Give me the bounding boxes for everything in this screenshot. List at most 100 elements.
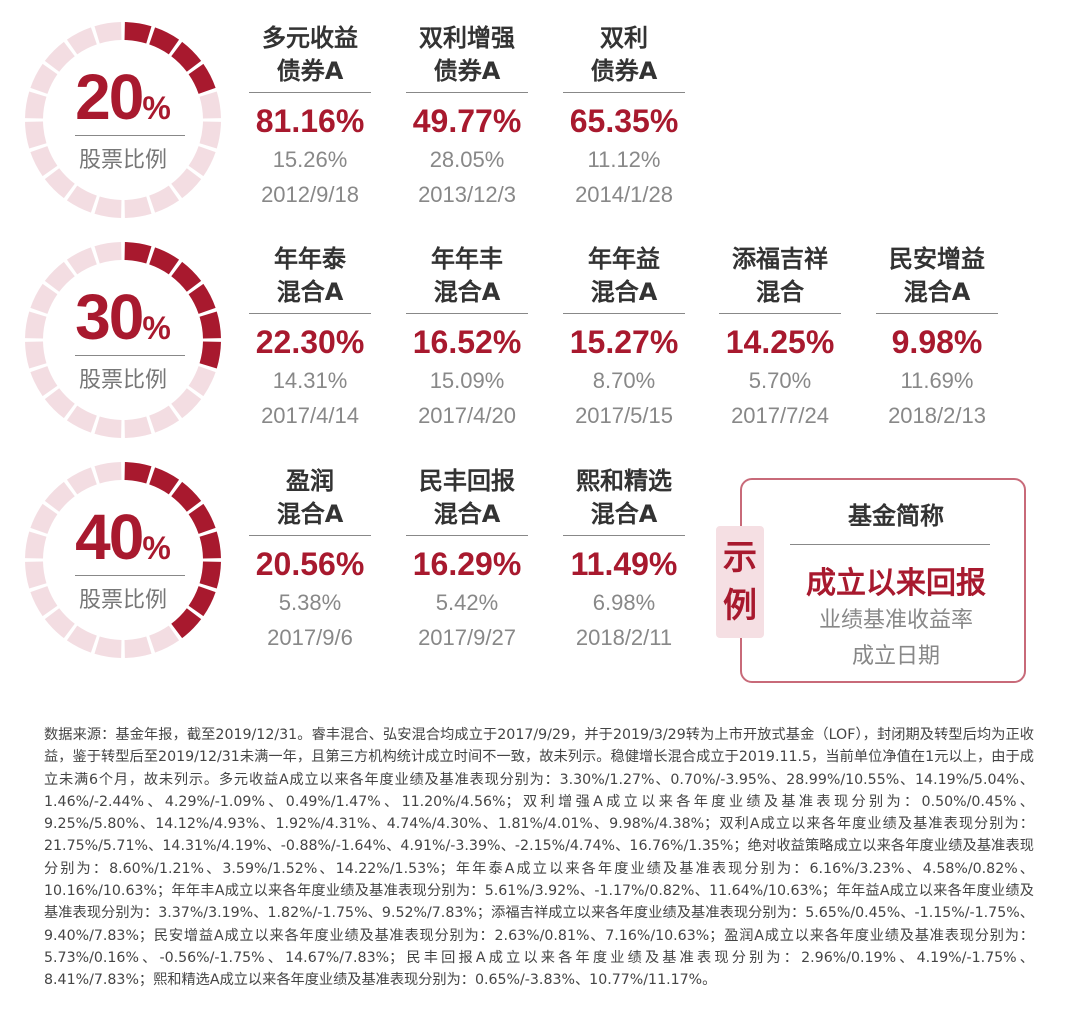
ring-segment-empty [171,168,202,199]
ring-segment-empty [25,531,47,559]
fund-return: 9.98% [891,324,983,360]
ring-segment-filled [148,467,180,495]
ring-segment-empty [171,388,202,419]
fund-inception-date: 2017/7/24 [731,403,829,428]
ring-segment-filled [188,503,216,535]
ring-segment-empty [44,608,75,639]
ring-segment-empty [94,196,122,218]
fund-name: 多元收益 债券A [262,24,358,85]
fund-name: 民安增益 混合A [889,245,985,306]
ring-group-40: 40% 股票比例 [23,460,223,660]
fund-return: 14.25% [725,324,835,360]
fund-benchmark: 5.70% [748,368,812,393]
fund-name: 添福吉祥 混合 [732,245,828,306]
ring-segment-empty [188,145,216,177]
footnote-disclaimer: 数据来源：基金年报，截至2019/12/31。睿丰混合、弘安混合均成立于2017… [44,727,1034,989]
ring-segment-filled [188,585,216,617]
fund-return: 81.16% [255,103,365,139]
fund-card: 年年泰 混合A 22.30% 14.31% 2017/4/14 [249,243,371,432]
legend-fund-name: 基金简称 [848,502,944,530]
ring-segment-filled [171,261,202,292]
ring-segment-empty [124,416,152,438]
ring-divider [75,355,185,356]
fund-benchmark: 15.26% [272,147,348,172]
stock-ratio-label: 股票比例 [78,148,167,173]
fund-name: 年年益 混合A [588,245,660,306]
ring-segment-empty [30,145,58,177]
legend-return: 成立以来回报 [806,566,986,601]
fund-inception-date: 2017/4/14 [261,403,359,428]
stock-percent: 20% [75,61,171,133]
legend-tag: 示例 [716,526,764,638]
ring-segment-empty [30,365,58,397]
fund-return: 49.77% [412,103,522,139]
fund-card: 双利增强 债券A 49.77% 28.05% 2013/12/3 [406,22,528,211]
fund-divider [563,92,685,93]
ring-segment-empty [44,388,75,419]
ring-segment-empty [30,503,58,535]
fund-divider [249,313,371,314]
ring-segment-filled [148,27,180,55]
stock-ratio-label: 股票比例 [78,368,167,393]
ring-segment-empty [94,462,122,484]
fund-card: 添福吉祥 混合 14.25% 5.70% 2017/7/24 [719,243,841,432]
fund-return: 11.49% [570,546,678,582]
fund-divider [563,313,685,314]
fund-name: 盈润 混合A [276,467,344,528]
fund-inception-date: 2012/9/18 [261,182,359,207]
ring-segment-filled [199,561,221,589]
fund-card: 年年益 混合A 15.27% 8.70% 2017/5/15 [563,243,685,432]
ring-segment-empty [66,247,98,275]
fund-divider [249,92,371,93]
ring-segment-filled [148,247,180,275]
fund-inception-date: 2017/4/20 [418,403,516,428]
ring-segment-empty [94,242,122,264]
ring-segment-empty [66,27,98,55]
ring-segment-empty [30,283,58,315]
fund-card: 多元收益 债券A 81.16% 15.26% 2012/9/18 [249,22,371,211]
fund-inception-date: 2017/5/15 [575,403,673,428]
ring-segment-empty [66,625,98,653]
ring-segment-filled [124,242,152,264]
ring-segment-empty [148,185,180,213]
fund-benchmark: 15.09% [429,368,505,393]
fund-divider [719,313,841,314]
fund-inception-date: 2017/9/6 [267,625,353,650]
fund-return: 65.35% [569,103,679,139]
fund-card: 民安增益 混合A 9.98% 11.69% 2018/2/13 [876,243,998,432]
fund-inception-date: 2014/1/28 [575,182,673,207]
ring-segment-empty [124,196,152,218]
ring-segment-empty [25,341,47,369]
ring-segment-empty [30,63,58,95]
ring-segment-empty [44,481,75,512]
fund-name: 年年丰 混合A [431,245,503,306]
fund-benchmark: 8.70% [592,368,656,393]
ring-segment-filled [199,341,221,369]
legend-benchmark: 业绩基准收益率 [818,608,973,633]
fund-benchmark: 5.38% [278,590,342,615]
fund-benchmark: 11.12% [587,147,661,172]
fund-card: 盈润 混合A 20.56% 5.38% 2017/9/6 [249,465,371,654]
ring-segment-empty [66,405,98,433]
fund-benchmark: 28.05% [429,147,505,172]
ring-segment-filled [171,41,202,72]
ring-segment-empty [199,121,221,149]
fund-divider [249,535,371,536]
fund-name: 年年泰 混合A [274,245,346,306]
ring-segment-empty [25,91,47,119]
ring-segment-filled [188,283,216,315]
fund-inception-date: 2013/12/3 [418,182,516,207]
fund-name: 民丰回报 混合A [419,467,515,528]
fund-return: 22.30% [255,324,365,360]
fund-benchmark: 14.31% [272,368,348,393]
legend-inception-date: 成立日期 [851,644,940,669]
fund-divider [406,535,528,536]
ring-segment-empty [44,168,75,199]
ring-segment-empty [94,22,122,44]
stock-percent: 40% [75,501,171,573]
fund-inception-date: 2018/2/11 [575,625,673,650]
legend-divider [790,544,990,545]
ring-segment-empty [124,636,152,658]
ring-segment-empty [25,561,47,589]
stock-ratio-label: 股票比例 [78,588,167,613]
